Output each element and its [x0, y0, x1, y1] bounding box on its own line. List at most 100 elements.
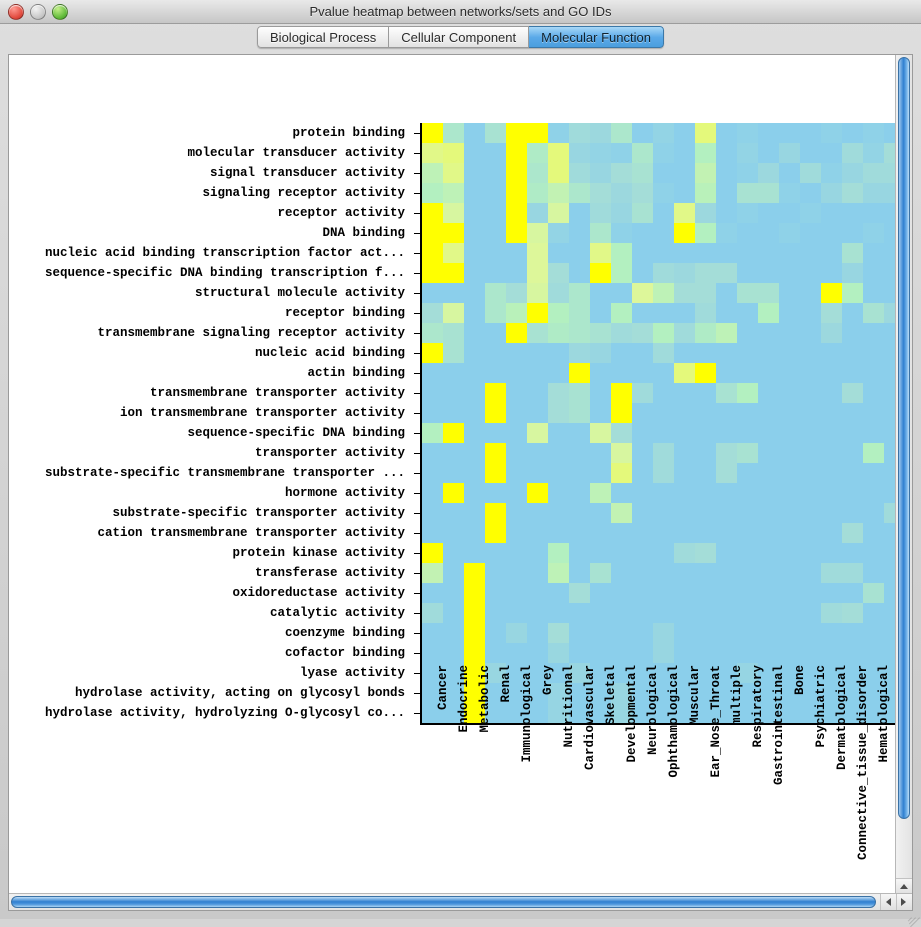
heatmap-cell[interactable] — [506, 423, 527, 443]
heatmap-cell[interactable] — [758, 703, 779, 723]
heatmap-cell[interactable] — [632, 403, 653, 423]
heatmap-cell[interactable] — [632, 163, 653, 183]
heatmap-cell[interactable] — [632, 343, 653, 363]
heatmap-cell[interactable] — [758, 123, 779, 143]
heatmap-cell[interactable] — [443, 683, 464, 703]
heatmap-cell[interactable] — [422, 403, 443, 423]
heatmap-cell[interactable] — [800, 263, 821, 283]
heatmap-cell[interactable] — [884, 463, 896, 483]
heatmap-cell[interactable] — [842, 143, 863, 163]
heatmap-cell[interactable] — [737, 243, 758, 263]
heatmap-cell[interactable] — [695, 263, 716, 283]
heatmap-cell[interactable] — [464, 623, 485, 643]
heatmap-cell[interactable] — [548, 603, 569, 623]
heatmap-cell[interactable] — [674, 563, 695, 583]
heatmap-cell[interactable] — [548, 123, 569, 143]
heatmap-cell[interactable] — [758, 483, 779, 503]
heatmap-cell[interactable] — [590, 263, 611, 283]
heatmap-cell[interactable] — [464, 523, 485, 543]
heatmap-cell[interactable] — [611, 583, 632, 603]
heatmap-cell[interactable] — [443, 223, 464, 243]
heatmap-cell[interactable] — [632, 563, 653, 583]
heatmap-cell[interactable] — [422, 523, 443, 543]
heatmap-cell[interactable] — [863, 663, 884, 683]
heatmap-cell[interactable] — [548, 683, 569, 703]
heatmap-cell[interactable] — [674, 203, 695, 223]
heatmap-cell[interactable] — [527, 423, 548, 443]
heatmap-cell[interactable] — [842, 383, 863, 403]
heatmap-cell[interactable] — [548, 203, 569, 223]
heatmap-cell[interactable] — [422, 663, 443, 683]
heatmap-cell[interactable] — [674, 363, 695, 383]
heatmap-cell[interactable] — [779, 303, 800, 323]
heatmap-cell[interactable] — [611, 483, 632, 503]
heatmap-cell[interactable] — [464, 183, 485, 203]
heatmap-cell[interactable] — [737, 583, 758, 603]
heatmap-cell[interactable] — [506, 163, 527, 183]
heatmap-cell[interactable] — [548, 303, 569, 323]
heatmap-cell[interactable] — [779, 503, 800, 523]
heatmap-cell[interactable] — [737, 263, 758, 283]
heatmap-cell[interactable] — [590, 523, 611, 543]
heatmap-cell[interactable] — [632, 123, 653, 143]
heatmap-cell[interactable] — [842, 683, 863, 703]
heatmap-cell[interactable] — [800, 223, 821, 243]
heatmap-cell[interactable] — [842, 263, 863, 283]
heatmap-cell[interactable] — [800, 623, 821, 643]
heatmap-cell[interactable] — [653, 203, 674, 223]
heatmap-cell[interactable] — [527, 583, 548, 603]
heatmap-cell[interactable] — [800, 563, 821, 583]
heatmap-cell[interactable] — [590, 603, 611, 623]
heatmap-cell[interactable] — [842, 283, 863, 303]
heatmap-cell[interactable] — [800, 363, 821, 383]
heatmap-cell[interactable] — [653, 423, 674, 443]
heatmap-cell[interactable] — [569, 383, 590, 403]
heatmap-cell[interactable] — [632, 503, 653, 523]
heatmap-cell[interactable] — [569, 403, 590, 423]
heatmap-cell[interactable] — [779, 643, 800, 663]
heatmap-cell[interactable] — [821, 303, 842, 323]
heatmap-cell[interactable] — [611, 543, 632, 563]
heatmap-cell[interactable] — [863, 603, 884, 623]
heatmap-cell[interactable] — [464, 563, 485, 583]
heatmap-cell[interactable] — [653, 463, 674, 483]
heatmap-cell[interactable] — [422, 503, 443, 523]
heatmap-cell[interactable] — [443, 343, 464, 363]
heatmap-cell[interactable] — [422, 243, 443, 263]
heatmap-cell[interactable] — [863, 303, 884, 323]
heatmap-cell[interactable] — [716, 643, 737, 663]
heatmap-cell[interactable] — [779, 543, 800, 563]
heatmap-cell[interactable] — [821, 443, 842, 463]
heatmap-cell[interactable] — [527, 243, 548, 263]
heatmap-cell[interactable] — [443, 463, 464, 483]
heatmap-cell[interactable] — [485, 243, 506, 263]
heatmap-cell[interactable] — [422, 543, 443, 563]
heatmap-cell[interactable] — [485, 303, 506, 323]
heatmap-cell[interactable] — [485, 543, 506, 563]
heatmap-cell[interactable] — [422, 703, 443, 723]
heatmap-cell[interactable] — [779, 223, 800, 243]
heatmap-cell[interactable] — [737, 203, 758, 223]
heatmap-cell[interactable] — [737, 403, 758, 423]
heatmap-cell[interactable] — [590, 403, 611, 423]
heatmap-cell[interactable] — [569, 683, 590, 703]
heatmap-cell[interactable] — [695, 343, 716, 363]
heatmap-cell[interactable] — [737, 563, 758, 583]
tab-cellular-component[interactable]: Cellular Component — [389, 26, 530, 48]
heatmap-cell[interactable] — [527, 563, 548, 583]
heatmap-cell[interactable] — [695, 583, 716, 603]
heatmap-cell[interactable] — [842, 303, 863, 323]
heatmap-cell[interactable] — [821, 583, 842, 603]
heatmap-cell[interactable] — [506, 443, 527, 463]
heatmap-cell[interactable] — [758, 583, 779, 603]
heatmap-cell[interactable] — [674, 663, 695, 683]
heatmap-cell[interactable] — [443, 503, 464, 523]
heatmap-cell[interactable] — [590, 363, 611, 383]
heatmap-cell[interactable] — [737, 463, 758, 483]
heatmap-cell[interactable] — [422, 423, 443, 443]
heatmap-cell[interactable] — [590, 243, 611, 263]
heatmap-cell[interactable] — [464, 683, 485, 703]
heatmap-cell[interactable] — [779, 583, 800, 603]
heatmap-cell[interactable] — [632, 283, 653, 303]
heatmap-cell[interactable] — [653, 143, 674, 163]
